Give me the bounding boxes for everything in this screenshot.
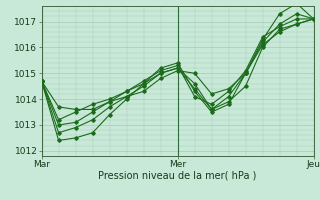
X-axis label: Pression niveau de la mer( hPa ): Pression niveau de la mer( hPa )	[99, 171, 257, 181]
